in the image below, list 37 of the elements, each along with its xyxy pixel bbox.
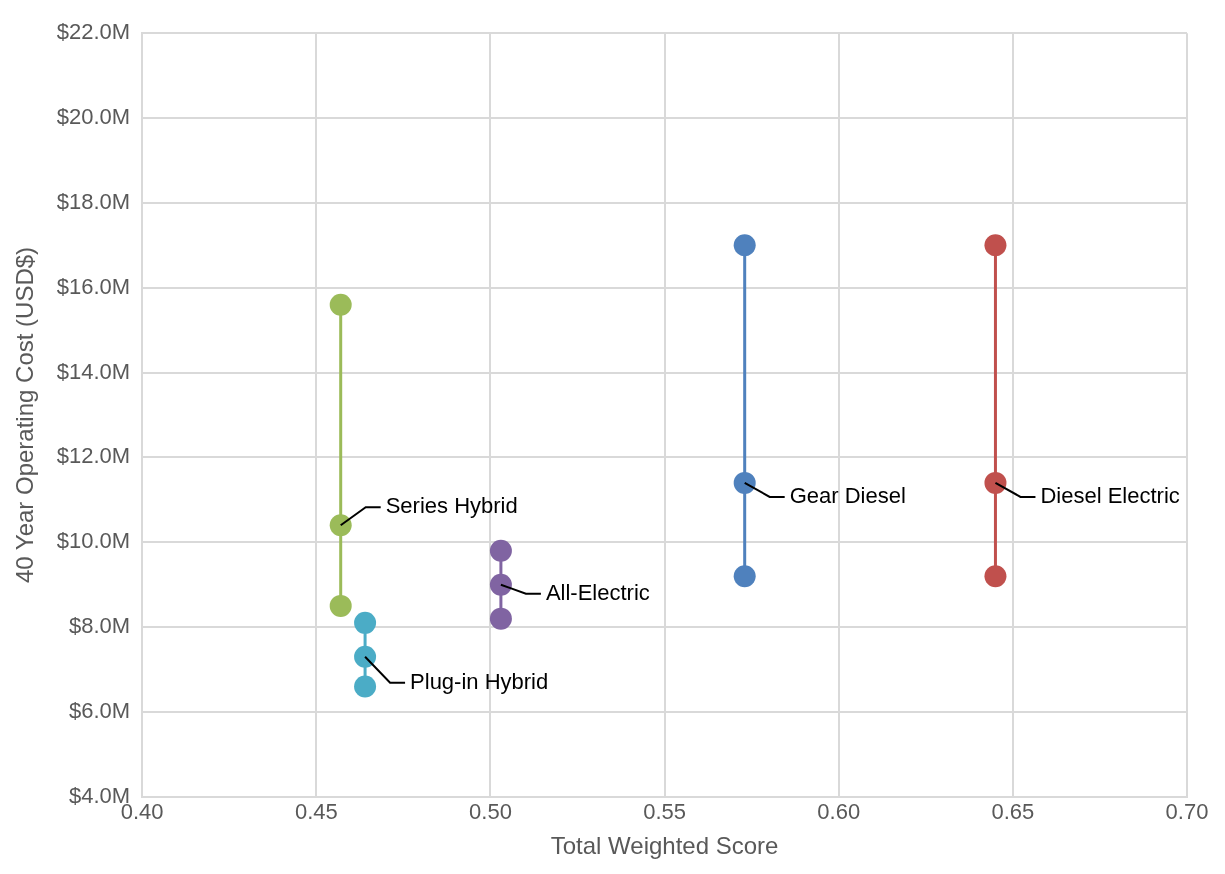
point [489, 539, 512, 562]
point [489, 573, 512, 596]
point [354, 675, 377, 698]
point [489, 607, 512, 630]
y-tick-label: $16.0M [56, 273, 131, 299]
y-axis-title: 40 Year Operating Cost (USD$) [11, 246, 39, 584]
point [733, 471, 756, 494]
point [354, 645, 377, 668]
point [984, 565, 1007, 588]
point [984, 471, 1007, 494]
y-tick-label: $8.0M [69, 613, 131, 639]
point [329, 514, 352, 537]
y-tick-label: $10.0M [56, 528, 131, 554]
series-label: Diesel Electric [1040, 482, 1180, 508]
x-tick-label: 0.45 [294, 799, 338, 825]
point [984, 234, 1007, 257]
series-label: Series Hybrid [385, 493, 518, 519]
point [329, 594, 352, 617]
point [354, 611, 377, 634]
x-tick-label: 0.50 [469, 799, 512, 825]
x-tick-label: 0.70 [1165, 799, 1209, 825]
y-tick-label: $14.0M [56, 358, 131, 384]
x-tick-label: 0.60 [817, 799, 861, 825]
x-tick-label: 0.55 [643, 799, 686, 825]
y-tick-label: $22.0M [56, 19, 131, 45]
point [733, 234, 756, 257]
x-axis-title: Total Weighted Score [550, 832, 779, 860]
series-label: Gear Diesel [789, 482, 906, 508]
y-tick-label: $20.0M [56, 104, 131, 130]
point [733, 565, 756, 588]
y-tick-label: $18.0M [56, 188, 131, 214]
x-tick-label: 0.65 [991, 799, 1035, 825]
series-label: All-Electric [545, 579, 650, 605]
point [329, 293, 352, 316]
series-label: Plug-in Hybrid [410, 668, 549, 694]
y-tick-label: $12.0M [56, 443, 131, 469]
y-tick-label: $6.0M [69, 698, 131, 724]
